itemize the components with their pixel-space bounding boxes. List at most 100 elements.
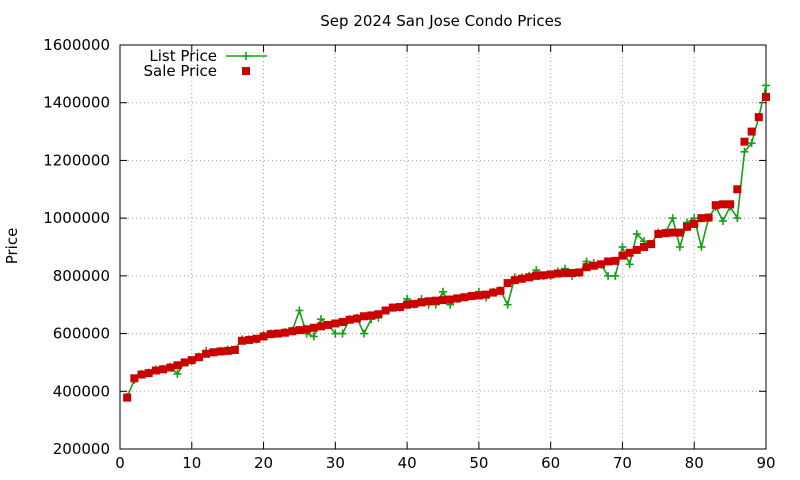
data-point-list-price xyxy=(338,329,347,338)
x-tick-label: 10 xyxy=(182,454,201,472)
legend-label-sale-price: Sale Price xyxy=(144,62,217,80)
data-point-sale-price xyxy=(431,296,440,305)
data-point-sale-price xyxy=(460,293,469,302)
data-point-sale-price xyxy=(137,370,146,379)
x-tick-label: 30 xyxy=(326,454,345,472)
data-point-sale-price xyxy=(316,322,325,331)
x-tick-label: 50 xyxy=(469,454,488,472)
data-point-list-price xyxy=(360,329,369,338)
tick-labels: 0 10 20 30 40 50 60 70 80 90 200000 400000 600000 800… xyxy=(43,36,775,472)
data-point-list-price xyxy=(604,271,613,280)
x-tick-label: 90 xyxy=(756,454,775,472)
data-point-sale-price xyxy=(496,286,505,295)
y-tick-label: 1400000 xyxy=(43,94,110,112)
data-point-sale-price xyxy=(503,279,512,288)
data-point-list-price xyxy=(718,217,727,226)
data-point-sale-price xyxy=(474,291,483,300)
data-point-sale-price xyxy=(238,336,247,345)
data-point-sale-price xyxy=(675,228,684,237)
data-point-list-price xyxy=(439,287,447,296)
data-point-sale-price xyxy=(252,334,261,343)
data-point-sale-price xyxy=(647,240,656,249)
data-point-sale-price xyxy=(589,261,598,270)
plot-frame xyxy=(119,44,767,450)
data-point-list-price xyxy=(316,315,325,324)
data-point-sale-price xyxy=(704,213,713,222)
data-point-list-price xyxy=(668,214,677,223)
data-point-sale-price xyxy=(517,274,526,283)
data-point-sale-price xyxy=(130,374,139,383)
data-point-sale-price xyxy=(166,363,175,372)
data-point-sale-price xyxy=(546,270,555,279)
data-point-list-price xyxy=(295,306,304,315)
y-tick-label: 600000 xyxy=(53,325,110,343)
data-point-sale-price xyxy=(180,358,189,367)
data-point-sale-price xyxy=(123,393,132,402)
data-point-sale-price xyxy=(482,290,491,299)
data-point-sale-price xyxy=(532,271,541,280)
data-point-sale-price xyxy=(173,361,182,370)
data-point-sale-price xyxy=(266,330,275,339)
data-point-sale-price xyxy=(654,230,663,239)
data-point-sale-price xyxy=(726,200,735,209)
data-point-sale-price xyxy=(374,310,383,319)
data-point-sale-price xyxy=(223,346,232,355)
data-point-sale-price xyxy=(202,349,211,358)
grid-lines xyxy=(120,45,766,449)
data-point-list-price xyxy=(331,329,340,338)
data-point-sale-price xyxy=(324,320,333,329)
data-point-list-price xyxy=(747,139,756,148)
data-point-sale-price xyxy=(582,263,591,272)
series-layer xyxy=(123,81,770,402)
axes xyxy=(119,44,767,450)
data-point-sale-price xyxy=(446,295,455,304)
y-tick-label: 400000 xyxy=(53,382,110,400)
x-tick-label: 80 xyxy=(685,454,704,472)
x-tick-label: 0 xyxy=(115,454,125,472)
data-point-sale-price xyxy=(216,347,225,356)
data-point-sale-price xyxy=(683,222,692,231)
y-tick-label: 1000000 xyxy=(43,209,110,227)
data-point-sale-price xyxy=(288,327,297,336)
data-point-list-price xyxy=(632,230,641,239)
data-point-sale-price xyxy=(295,326,304,335)
legend: List Price Sale Price xyxy=(144,47,267,80)
data-point-sale-price xyxy=(611,256,620,265)
data-point-sale-price xyxy=(151,366,160,375)
data-point-sale-price xyxy=(453,294,462,303)
data-point-list-price xyxy=(611,271,620,280)
y-tick-label: 1200000 xyxy=(43,151,110,169)
data-point-sale-price xyxy=(209,348,218,357)
data-point-sale-price xyxy=(625,248,634,257)
y-tick-label: 200000 xyxy=(53,440,110,458)
data-point-list-price xyxy=(733,214,742,223)
data-point-sale-price xyxy=(604,257,613,266)
data-point-sale-price xyxy=(403,300,412,309)
data-point-sale-price xyxy=(747,127,756,136)
data-point-sale-price xyxy=(639,243,648,251)
data-point-sale-price xyxy=(510,276,519,285)
series-sale-price xyxy=(123,92,770,402)
data-point-sale-price xyxy=(360,312,369,321)
data-point-sale-price xyxy=(144,369,153,378)
data-point-sale-price xyxy=(711,201,720,210)
data-point-sale-price xyxy=(439,296,447,305)
chart-title: Sep 2024 San Jose Condo Prices xyxy=(320,12,562,30)
data-point-sale-price xyxy=(539,271,548,280)
data-point-list-price xyxy=(618,243,627,251)
data-point-sale-price xyxy=(352,314,361,323)
data-point-list-price xyxy=(625,260,634,269)
data-point-sale-price xyxy=(281,328,290,337)
data-point-sale-price xyxy=(661,229,670,238)
data-point-sale-price xyxy=(754,113,763,122)
data-point-sale-price xyxy=(381,306,390,315)
data-point-list-price xyxy=(173,369,182,378)
x-tick-label: 40 xyxy=(398,454,417,472)
data-point-sale-price xyxy=(388,303,397,312)
data-point-list-price xyxy=(309,332,318,341)
data-point-sale-price xyxy=(561,268,570,277)
data-point-sale-price xyxy=(331,319,340,328)
x-tick-label: 70 xyxy=(613,454,632,472)
data-point-sale-price xyxy=(259,332,268,341)
